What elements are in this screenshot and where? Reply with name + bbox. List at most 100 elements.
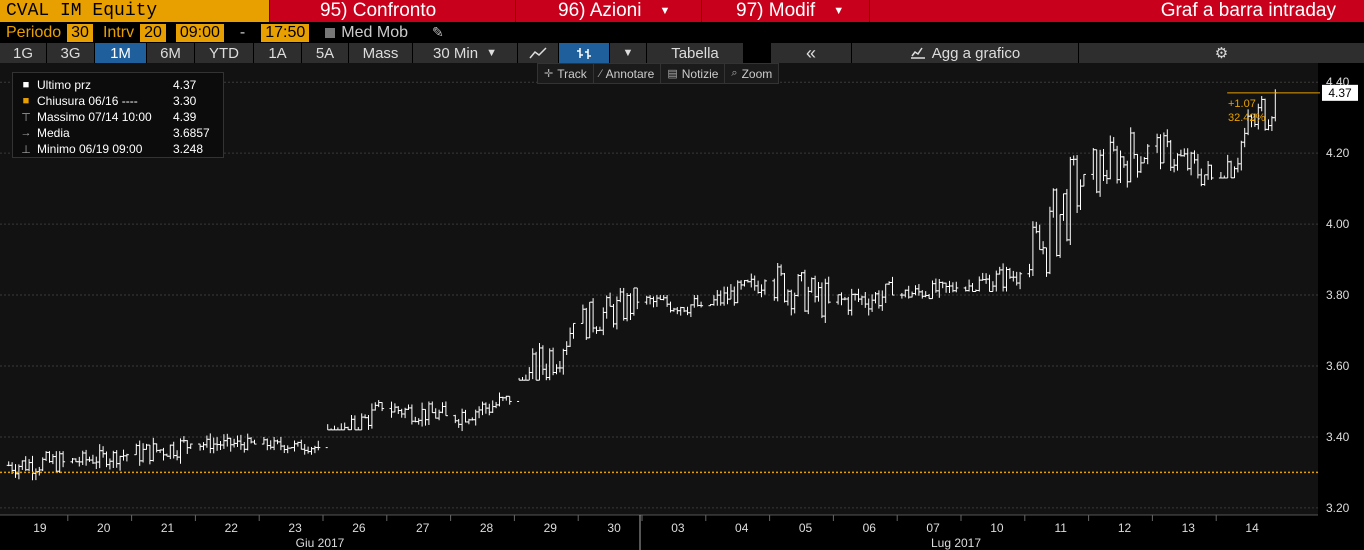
range-1g-button[interactable]: 1G	[0, 43, 46, 63]
y-tick-label: 4.00	[1326, 217, 1350, 231]
range-6m-button[interactable]: 6M	[147, 43, 194, 63]
moving-avg-label: Med Mob	[341, 23, 408, 41]
toolbar: 1G 3G 1M 6M YTD 1A 5A Mass 30 Min ▼ ▼ Ta…	[0, 43, 1364, 63]
range-1a-button[interactable]: 1A	[254, 43, 301, 63]
zoom-tool[interactable]: ⌕ Zoom	[725, 64, 778, 83]
x-tick-label: 07	[926, 521, 940, 535]
change-label: +1.07	[1228, 98, 1256, 110]
collapse-button[interactable]: «	[771, 43, 851, 63]
end-time-input[interactable]: 17:50	[261, 23, 310, 42]
interval-dropdown-label: 30 Min	[433, 44, 479, 62]
line-chart-icon[interactable]	[518, 43, 558, 63]
legend-row-close: ■ Chiusura 06/16 ---- 3.30	[19, 93, 217, 109]
x-tick-label: 14	[1245, 521, 1259, 535]
toolbar-gap	[744, 43, 770, 63]
legend-value: 4.39	[173, 110, 197, 124]
y-tick-label: 3.40	[1326, 430, 1350, 444]
x-tick-label: 12	[1118, 521, 1132, 535]
compare-menu[interactable]: 95) Confronto	[270, 0, 516, 22]
x-tick-label: 26	[352, 521, 366, 535]
x-tick-label: 27	[416, 521, 430, 535]
x-tick-label: 03	[671, 521, 685, 535]
track-tool[interactable]: ✛ Track	[538, 64, 594, 83]
header-bar: CVAL IM Equity 95) Confronto 96) Azioni …	[0, 0, 1364, 22]
legend-name: Ultimo prz	[37, 78, 92, 92]
range-ytd-button[interactable]: YTD	[195, 43, 253, 63]
news-tool[interactable]: ▤ Notizie	[661, 64, 726, 83]
x-tick-label: 05	[799, 521, 813, 535]
news-label: Notizie	[681, 66, 719, 81]
x-tick-label: 30	[607, 521, 621, 535]
news-icon: ▤	[667, 68, 678, 80]
legend-name: Massimo 07/14 10:00	[37, 110, 152, 124]
interval-label: Intrv	[102, 23, 135, 41]
legend-value: 3.248	[173, 142, 204, 156]
chart-legend: ■ Ultimo prz 4.37 ■ Chiusura 06/16 ---- …	[12, 72, 224, 158]
chart-params-row: Periodo 30 Intrv 20 09:00 - 17:50 Med Mo…	[0, 23, 1364, 42]
x-tick-label: 22	[225, 521, 239, 535]
magnifier-icon: ⌕	[731, 67, 738, 79]
track-label: Track	[557, 66, 587, 81]
period-label: Periodo	[6, 23, 62, 41]
y-tick-label: 3.60	[1326, 359, 1350, 373]
legend-name: Media	[37, 126, 70, 140]
moving-avg-checkbox[interactable]	[325, 27, 336, 38]
x-tick-label: 29	[544, 521, 558, 535]
range-5a-button[interactable]: 5A	[302, 43, 348, 63]
legend-row-low: ⊥ Minimo 06/19 09:00 3.248	[19, 141, 217, 157]
annotate-tool[interactable]: ∕ Annotare	[594, 64, 662, 83]
month-label: Lug 2017	[931, 536, 981, 550]
caret-down-icon: ▼	[833, 5, 845, 17]
chart-tools: ✛ Track ∕ Annotare ▤ Notizie ⌕ Zoom	[537, 63, 780, 84]
add-to-chart-button[interactable]: Agg a grafico	[852, 43, 1078, 63]
actions-menu[interactable]: 96) Azioni ▼	[516, 0, 702, 22]
legend-marker: →	[20, 127, 32, 139]
security-field[interactable]: CVAL IM Equity	[0, 0, 270, 22]
x-tick-label: 20	[97, 521, 111, 535]
legend-name: Chiusura 06/16 ----	[37, 94, 138, 108]
legend-row-average: → Media 3.6857	[19, 125, 217, 141]
table-button[interactable]: Tabella	[647, 43, 743, 63]
pencil-icon[interactable]: ✎	[432, 24, 444, 40]
start-time-input[interactable]: 09:00	[175, 23, 224, 42]
range-3g-button[interactable]: 3G	[47, 43, 94, 63]
legend-marker: ⊥	[21, 143, 31, 156]
legend-row-high: ⊤ Massimo 07/14 10:00 4.39	[19, 109, 217, 125]
x-tick-label: 21	[161, 521, 175, 535]
pen-icon: ∕	[599, 67, 602, 80]
range-max-button[interactable]: Mass	[349, 43, 412, 63]
legend-value: 3.30	[173, 94, 197, 108]
edit-menu[interactable]: 97) Modif ▼	[702, 0, 870, 22]
legend-marker: ⊤	[21, 111, 31, 124]
x-tick-label: 13	[1182, 521, 1196, 535]
change-pct-label: 32.42%	[1228, 112, 1266, 124]
actions-label: 96) Azioni	[558, 0, 642, 21]
caret-down-icon: ▼	[659, 5, 671, 17]
legend-name: Minimo 06/19 09:00	[37, 142, 143, 156]
x-tick-label: 06	[863, 521, 877, 535]
x-tick-label: 04	[735, 521, 749, 535]
interval-input[interactable]: 20	[140, 23, 166, 42]
period-input[interactable]: 30	[67, 23, 93, 42]
x-tick-label: 10	[990, 521, 1004, 535]
settings-icon[interactable]: ⚙	[1079, 43, 1364, 63]
add-chart-icon	[910, 47, 925, 59]
last-price-tag	[1322, 84, 1358, 101]
legend-value: 4.37	[173, 78, 197, 92]
chart-style-dropdown[interactable]: ▼	[610, 43, 646, 63]
bar-chart-icon[interactable]	[559, 43, 609, 63]
legend-row-last: ■ Ultimo prz 4.37	[19, 77, 217, 93]
x-tick-label: 28	[480, 521, 494, 535]
caret-down-icon: ▼	[622, 47, 634, 59]
y-tick-label: 4.20	[1326, 146, 1350, 160]
y-tick-label: 3.20	[1326, 501, 1350, 515]
legend-marker: ■	[22, 95, 30, 107]
caret-down-icon: ▼	[486, 47, 497, 59]
last-price-label: 4.37	[1328, 86, 1352, 100]
interval-dropdown[interactable]: 30 Min ▼	[413, 43, 517, 63]
range-1m-button[interactable]: 1M	[95, 43, 146, 63]
month-label: Giu 2017	[296, 536, 345, 550]
time-dash: -	[239, 23, 246, 41]
y-tick-label: 3.80	[1326, 288, 1350, 302]
